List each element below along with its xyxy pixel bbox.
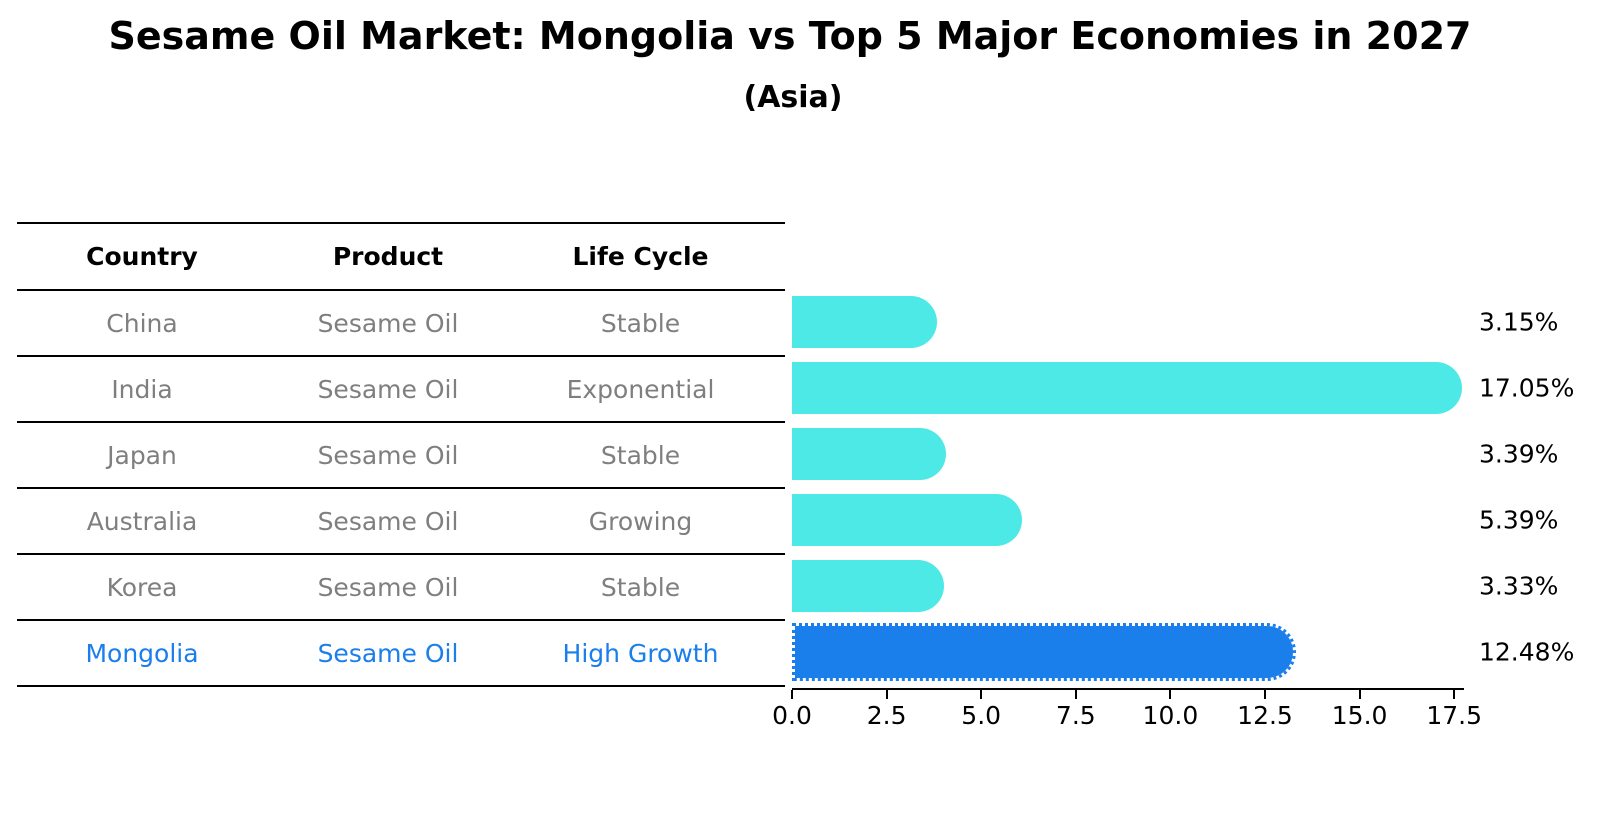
table-row: Japan Sesame Oil Stable (17, 423, 785, 489)
bar-mongolia (792, 623, 1296, 681)
x-tick-mark (885, 690, 888, 699)
table-body: China Sesame Oil Stable India Sesame Oil Expo… (17, 291, 785, 687)
chart-subtitle: (Asia) (743, 80, 843, 115)
x-tick-label: 17.5 (1426, 701, 1483, 730)
bar-korea (792, 560, 944, 612)
x-tick-label: 12.5 (1237, 701, 1293, 730)
table-cell-country: Korea (106, 572, 178, 602)
x-tick-label: 15.0 (1331, 701, 1388, 730)
x-tick-mark (1358, 690, 1361, 699)
table-cell-life-cycle: Stable (600, 572, 681, 602)
table-cell-product: Sesame Oil (317, 506, 459, 536)
value-label-australia: 5.39% (1479, 505, 1559, 535)
bar-india (792, 362, 1463, 414)
x-tick-mark (1264, 690, 1266, 699)
x-tick-mark (791, 690, 793, 699)
table-cell-country: Japan (107, 440, 177, 470)
table-cell-product: Sesame Oil (317, 308, 459, 338)
value-label-china: 3.15% (1479, 307, 1559, 337)
header-cell-life-cycle: Life Cycle (572, 242, 709, 271)
table-cell-country: Australia (86, 506, 198, 536)
header-cell-country: Country (86, 242, 198, 271)
value-label-japan: 3.39% (1479, 439, 1559, 469)
table-cell-life-cycle: Stable (600, 440, 681, 470)
bar-australia (792, 494, 1022, 546)
table-row: China Sesame Oil Stable (17, 291, 785, 357)
x-tick-label: 7.5 (1055, 701, 1096, 730)
table-cell-product: Sesame Oil (317, 572, 459, 602)
x-tick-mark (980, 690, 983, 699)
x-tick-mark (1453, 690, 1456, 699)
x-tick-label: 2.5 (866, 701, 907, 730)
comparison-table: Country Product Life Cycle China Sesame O… (17, 222, 785, 687)
x-tick-label: 0.0 (772, 701, 812, 730)
table-row: Australia Sesame Oil Growing (17, 489, 785, 555)
bar-japan (792, 428, 947, 480)
table-cell-country: India (111, 374, 173, 404)
bar-china (792, 296, 938, 348)
table-cell-life-cycle: Stable (600, 308, 681, 338)
x-tick-mark (1169, 690, 1172, 699)
table-cell-country: Mongolia (85, 638, 199, 668)
table-cell-life-cycle: Exponential (566, 374, 715, 404)
value-label-india: 17.05% (1479, 373, 1575, 403)
chart-title: Sesame Oil Market: Mongolia vs Top 5 Maj… (108, 14, 1472, 58)
x-tick-mark (1074, 690, 1077, 699)
table-cell-product: Sesame Oil (317, 440, 459, 470)
table-cell-country: China (106, 308, 178, 338)
x-tick-label: 5.0 (961, 701, 1002, 730)
table-cell-life-cycle: Growing (588, 506, 693, 536)
table-cell-product: Sesame Oil (317, 374, 459, 404)
value-label-korea: 3.33% (1479, 571, 1559, 601)
table-header-row: Country Product Life Cycle (17, 224, 785, 291)
table-cell-product: Sesame Oil (317, 638, 459, 668)
table-cell-life-cycle: High Growth (562, 638, 719, 668)
table-row: Mongolia Sesame Oil High Growth (17, 621, 785, 687)
x-axis-line (792, 688, 1464, 690)
value-label-mongolia: 12.48% (1479, 637, 1575, 667)
table-row: India Sesame Oil Exponential (17, 357, 785, 423)
header-cell-product: Product (332, 242, 444, 271)
x-tick-label: 10.0 (1142, 701, 1199, 730)
table-row: Korea Sesame Oil Stable (17, 555, 785, 621)
